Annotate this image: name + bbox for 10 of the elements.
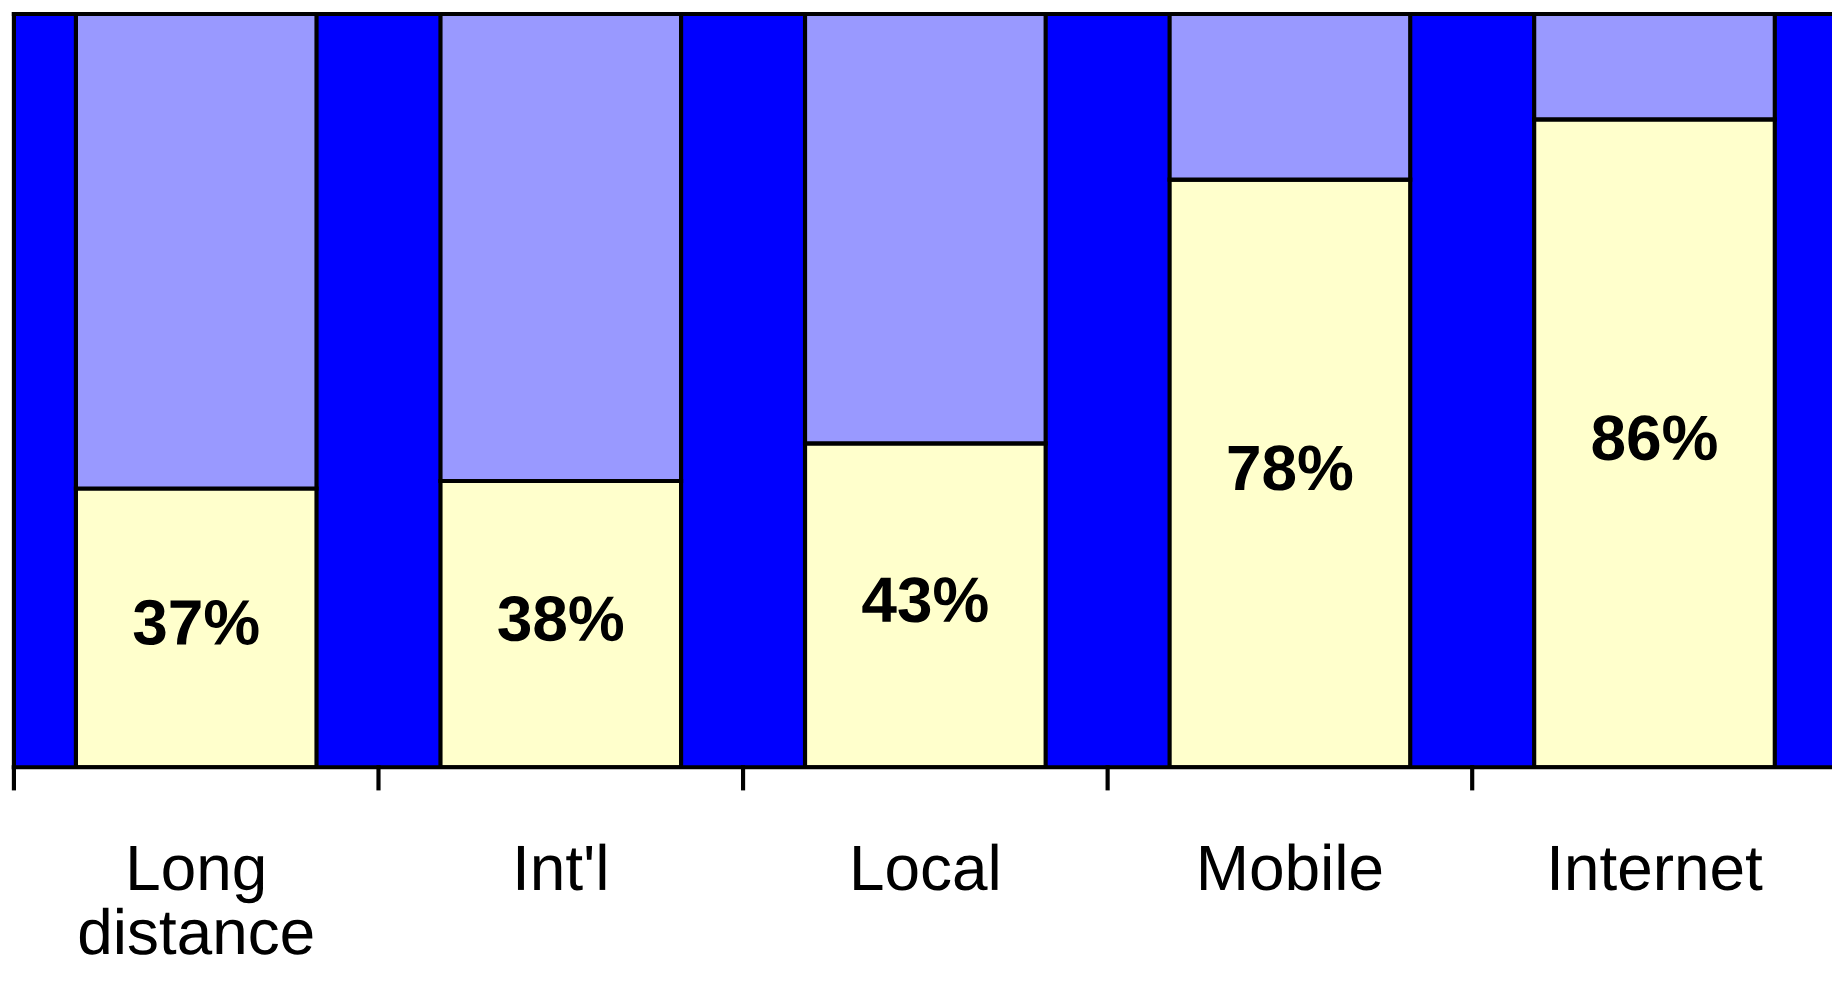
- data-label: 78%: [1228, 445, 1353, 491]
- x-tick-label: Local: [854, 843, 998, 891]
- data-label: 37%: [133, 599, 259, 646]
- data-label: 38%: [498, 596, 624, 642]
- x-tick-label: Long distance: [79, 845, 313, 955]
- x-tick-label: Mobile: [1201, 843, 1382, 891]
- x-tick-label: Internet: [1552, 845, 1763, 891]
- data-label: 86%: [1592, 415, 1717, 461]
- data-label: 43%: [862, 577, 988, 623]
- x-tick-label: Int'l: [517, 843, 606, 891]
